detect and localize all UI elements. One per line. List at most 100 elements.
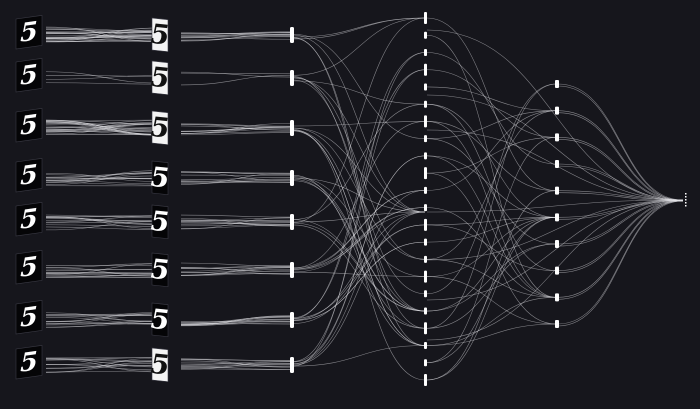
layer2-node — [424, 100, 427, 108]
layer2-layer3-link — [426, 297, 557, 346]
layer2-layer3-link — [426, 121, 557, 298]
layer2-node — [424, 167, 427, 180]
layer1-layer2-link — [292, 176, 426, 277]
layer2-node — [424, 270, 427, 283]
feature-link — [180, 132, 292, 136]
feature-link — [180, 315, 292, 325]
tile-background — [15, 108, 43, 143]
input-image-tile: 5 — [15, 108, 43, 143]
layer2-layer3-link — [426, 137, 557, 364]
layer2-node — [424, 63, 427, 76]
layer2-layer3-link — [426, 137, 557, 174]
input-image-column: 5 5 5 5 5 5 5 5 — [15, 15, 43, 380]
layer1-layer2-link — [292, 211, 426, 321]
feature-map-tile: 5 — [151, 60, 169, 96]
feature-link — [180, 36, 292, 41]
layer1-node — [290, 214, 294, 230]
input-bundle-link — [45, 29, 164, 35]
feature-link — [180, 71, 292, 78]
feature-link — [180, 125, 292, 130]
layer1-layer2-link — [292, 121, 426, 127]
tile-digit: 5 — [20, 301, 38, 333]
tile-digit: 5 — [20, 251, 38, 283]
layer3-node — [555, 106, 559, 115]
feature-link — [180, 224, 292, 227]
feature-link — [180, 272, 292, 276]
feature-map-tile: 5 — [151, 302, 169, 338]
layer3-node — [555, 293, 559, 302]
input-image-tile: 5 — [15, 300, 43, 335]
layer2-layer3-link — [426, 217, 557, 364]
feature-link — [180, 124, 292, 128]
layer2-layer3-link — [426, 121, 557, 191]
tile-digit: 5 — [20, 159, 38, 191]
layer3-node — [555, 133, 559, 142]
tile-background — [151, 204, 169, 240]
input-image-tile: 5 — [15, 345, 43, 380]
tile-background — [15, 158, 43, 193]
layer1-layer2-link — [292, 224, 426, 319]
layer1-layer2-link — [292, 345, 426, 367]
layer1-layer2-link — [292, 17, 426, 38]
input-bundle-link — [45, 214, 164, 218]
layer2-node — [424, 152, 427, 160]
layer3-output-link — [557, 199, 684, 271]
output-node — [685, 202, 687, 204]
connection-links — [45, 17, 684, 381]
feature-link — [180, 322, 292, 326]
input-bundle-link — [45, 362, 164, 369]
feature-link — [180, 364, 292, 368]
input-bundle-link — [45, 358, 164, 368]
input-bundle-link — [45, 357, 164, 362]
feature-link — [180, 126, 292, 132]
input-bundle-link — [45, 313, 164, 322]
feature-link — [180, 179, 292, 183]
feature-link — [180, 214, 292, 218]
layer1-layer2-link — [292, 33, 426, 139]
layer2-node — [424, 342, 427, 350]
layer2-node — [424, 12, 427, 24]
tile-background — [151, 110, 169, 146]
feature-map-tile: 5 — [151, 347, 170, 383]
input-image-tile: 5 — [15, 250, 43, 285]
input-bundle-link — [45, 172, 164, 178]
layer3-output-link — [557, 200, 684, 327]
input-bundle-link — [45, 224, 164, 227]
tile-digit: 5 — [151, 348, 170, 382]
tile-background — [15, 58, 43, 93]
layer1-layer2-link — [292, 52, 426, 367]
input-bundle-link — [45, 177, 164, 180]
layer1-layer2-link — [292, 69, 426, 318]
input-bundle-link — [45, 123, 164, 130]
layer3-output-link — [557, 199, 684, 298]
feature-link — [180, 172, 292, 185]
input-bundle-link — [45, 27, 164, 42]
input-bundle-link — [45, 313, 164, 325]
tile-background — [15, 250, 43, 285]
layer2-node — [424, 218, 427, 231]
feature-link — [180, 359, 292, 361]
layer2-node — [424, 115, 427, 128]
layer2-layer3-link — [426, 110, 557, 260]
layer2-layer3-link — [426, 17, 557, 191]
input-bundle-link — [45, 267, 164, 277]
layer2-node — [424, 255, 427, 263]
tile-digit: 5 — [20, 109, 38, 141]
layer1-layer2-link — [292, 211, 426, 271]
feature-link — [180, 262, 292, 267]
layer1-layer2-link — [292, 155, 426, 363]
layer1-layer2-link — [292, 77, 426, 213]
input-bundle-link — [45, 182, 164, 186]
tile-background — [151, 347, 169, 383]
layer3-output-link — [557, 199, 684, 245]
layer3-output-link — [557, 112, 684, 202]
layer2-node — [424, 374, 427, 386]
input-bundle-link — [45, 312, 164, 323]
layer3-output-link — [557, 110, 684, 201]
layer3-output-link — [557, 199, 684, 218]
layer2-node — [424, 83, 427, 91]
layer1-node — [290, 312, 294, 328]
feature-link — [180, 222, 292, 225]
output-node — [685, 205, 687, 207]
layer2-node — [424, 290, 427, 298]
